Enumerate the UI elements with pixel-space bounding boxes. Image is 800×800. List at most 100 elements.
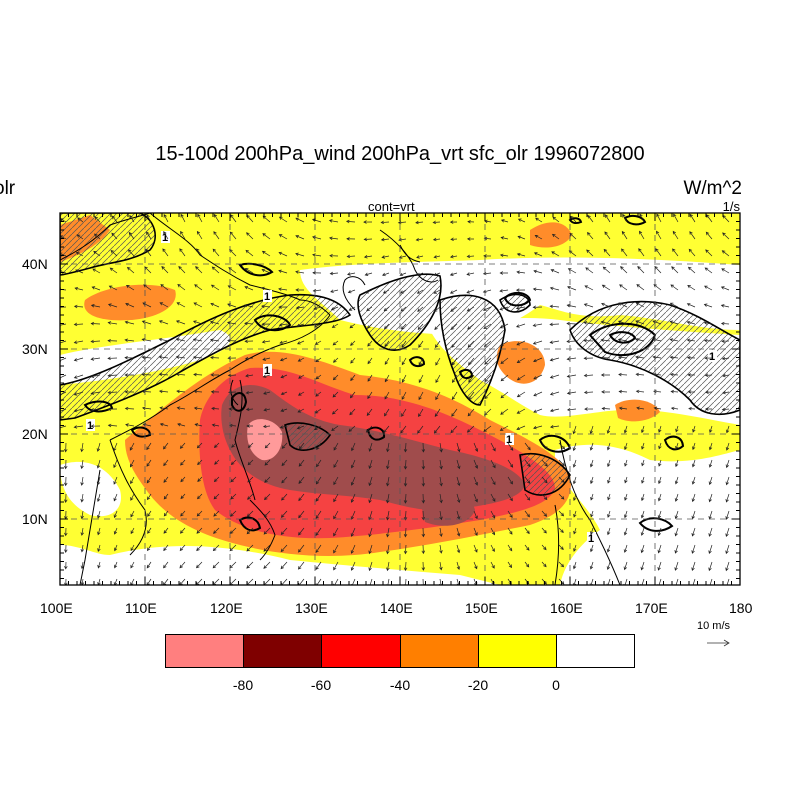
- wind-vector-arrow: [490, 561, 495, 569]
- wind-vector-arrow: [449, 220, 458, 224]
- wind-vector-arrow: [401, 391, 407, 400]
- wind-vector-arrow: [230, 459, 237, 465]
- wind-vector-arrow: [212, 561, 220, 569]
- wind-vector-arrow: [550, 269, 560, 274]
- wind-vector-arrow: [295, 306, 305, 310]
- wind-vector-arrow: [566, 357, 577, 361]
- wind-vector-arrow: [365, 425, 373, 433]
- wind-vector-arrow: [177, 422, 186, 427]
- wind-vector-arrow: [403, 493, 408, 504]
- wind-vector-arrow: [658, 442, 662, 450]
- wind-vector-arrow: [619, 284, 628, 291]
- wind-vector-arrow: [691, 459, 696, 468]
- wind-vector-arrow: [515, 288, 526, 292]
- wind-vector-arrow: [418, 391, 424, 401]
- wind-vector-arrow: [298, 476, 305, 484]
- colorbar-swatch: [400, 635, 479, 667]
- wind-vector-arrow: [601, 406, 611, 411]
- wind-vector-arrow: [674, 493, 679, 502]
- wind-vector-arrow: [721, 250, 730, 257]
- wind-vector-arrow: [434, 323, 441, 331]
- wind-vector-arrow: [573, 544, 577, 552]
- wind-vector-arrow: [507, 510, 513, 519]
- wind-vector-arrow: [60, 305, 67, 310]
- wind-vector-arrow: [161, 266, 169, 274]
- wind-vector-arrow: [583, 356, 594, 360]
- wind-vector-arrow: [348, 425, 356, 432]
- wind-vector-arrow: [567, 286, 577, 291]
- wind-vector-arrow: [111, 215, 118, 223]
- wind-vector-arrow: [125, 423, 135, 427]
- wind-vector-arrow: [674, 544, 679, 554]
- wind-vector-arrow: [635, 355, 645, 359]
- wind-vector-arrow: [637, 265, 645, 274]
- wind-vector-arrow: [163, 459, 169, 467]
- wind-vector-arrow: [386, 527, 390, 538]
- wind-vector-arrow: [230, 510, 237, 517]
- wind-vector-arrow: [703, 338, 713, 343]
- wind-vector-arrow: [397, 220, 407, 225]
- wind-vector-arrow: [158, 320, 169, 325]
- wind-vector-arrow: [298, 493, 305, 502]
- wind-vector-arrow: [473, 476, 478, 486]
- wind-vector-arrow: [96, 493, 101, 503]
- wind-vector-arrow: [499, 323, 509, 329]
- contour-value-label: 1: [588, 533, 594, 545]
- wind-vector-arrow: [709, 425, 713, 434]
- wind-vector-arrow: [435, 357, 441, 366]
- wind-vector-arrow: [73, 425, 84, 429]
- wind-vector-arrow: [96, 442, 101, 452]
- wind-vector-arrow: [367, 391, 373, 400]
- wind-vector-arrow: [107, 373, 118, 378]
- wind-vector-arrow: [640, 510, 645, 519]
- wind-vector-arrow: [532, 323, 543, 327]
- wind-vector-arrow: [127, 249, 135, 257]
- wind-vector-arrow: [656, 213, 662, 223]
- wind-vector-arrow: [158, 389, 169, 394]
- wind-vector-arrow: [73, 322, 84, 327]
- wind-vector-arrow: [516, 357, 526, 363]
- wind-vector-arrow: [401, 408, 407, 417]
- wind-vector-arrow: [524, 578, 530, 585]
- wind-vector-arrow: [708, 527, 713, 537]
- wind-vector-arrow: [500, 357, 509, 364]
- units-label: W/m^2: [683, 178, 742, 199]
- wind-vector-arrow: [439, 544, 443, 554]
- wind-vector-arrow: [417, 425, 424, 434]
- wind-vector-arrow: [333, 527, 339, 537]
- wind-vector-arrow: [524, 476, 531, 484]
- wind-vector-arrow: [658, 476, 662, 485]
- wind-vector-arrow: [418, 408, 424, 418]
- wind-vector-arrow: [280, 510, 288, 518]
- wind-vector-arrow: [533, 357, 543, 363]
- lon-label-130e: 130E: [295, 600, 328, 616]
- wind-vector-arrow: [146, 561, 152, 569]
- wind-vector-arrow: [295, 288, 305, 292]
- wind-vector-arrow: [585, 267, 594, 274]
- wind-vector-arrow: [432, 237, 441, 242]
- wind-vector-arrow: [603, 248, 611, 257]
- wind-vector-arrow: [670, 372, 679, 377]
- wind-vector-arrow: [558, 476, 565, 483]
- wind-vector-arrow: [130, 544, 135, 552]
- wind-vector-arrow: [541, 561, 547, 568]
- wind-vector-arrow: [141, 320, 152, 325]
- wind-vector-arrow: [722, 232, 730, 240]
- wind-vector-arrow: [128, 231, 135, 240]
- wind-vector-arrow: [550, 425, 560, 429]
- wind-vector-arrow: [329, 271, 339, 276]
- wind-vector-arrow: [535, 217, 543, 223]
- wind-vector-arrow: [94, 216, 101, 223]
- wind-vector-arrow: [177, 284, 186, 291]
- wind-vector-arrow: [516, 340, 526, 346]
- wind-vector-arrow: [366, 306, 373, 311]
- wind-vector-arrow: [484, 357, 492, 365]
- wind-vector-arrow: [652, 320, 662, 325]
- wind-vector-arrow: [688, 248, 696, 257]
- wind-vector-arrow: [333, 442, 339, 451]
- wind-vector-arrow: [180, 230, 186, 240]
- wind-vector-arrow: [421, 510, 426, 521]
- wind-vector-arrow: [507, 527, 513, 535]
- wind-vector-arrow: [421, 561, 426, 571]
- wind-vector-arrow: [163, 442, 169, 450]
